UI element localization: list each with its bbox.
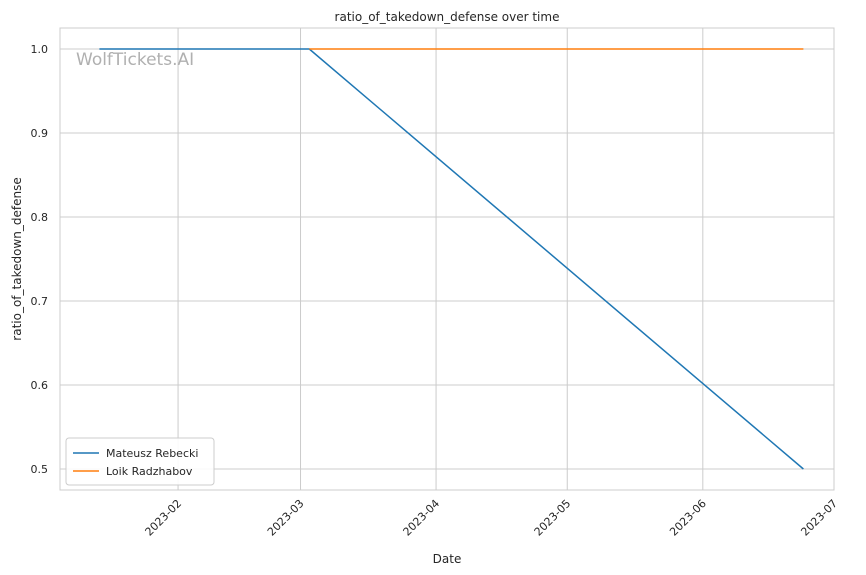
watermark: WolfTickets.AI bbox=[76, 50, 194, 70]
y-tick-label: 0.5 bbox=[31, 463, 49, 476]
y-tick-label: 0.7 bbox=[31, 295, 49, 308]
chart-title: ratio_of_takedown_defense over time bbox=[335, 10, 560, 24]
y-tick-label: 0.9 bbox=[31, 127, 49, 140]
x-axis-label: Date bbox=[433, 552, 462, 566]
legend-box bbox=[65, 437, 215, 486]
plot-frame bbox=[59, 27, 835, 491]
legend-label: Loik Radzhabov bbox=[106, 465, 193, 478]
y-tick-label: 1.0 bbox=[31, 43, 49, 56]
legend: Mateusz Rebecki Loik Radzhabov bbox=[65, 437, 215, 486]
series-layer bbox=[99, 48, 804, 470]
y-tick-label: 0.6 bbox=[31, 379, 49, 392]
legend-label: Mateusz Rebecki bbox=[106, 447, 198, 460]
y-tick-labels: 0.5 0.6 0.7 0.8 0.9 1.0 bbox=[31, 43, 49, 476]
y-axis-label: ratio_of_takedown_defense bbox=[10, 177, 24, 340]
y-tick-label: 0.8 bbox=[31, 211, 49, 224]
